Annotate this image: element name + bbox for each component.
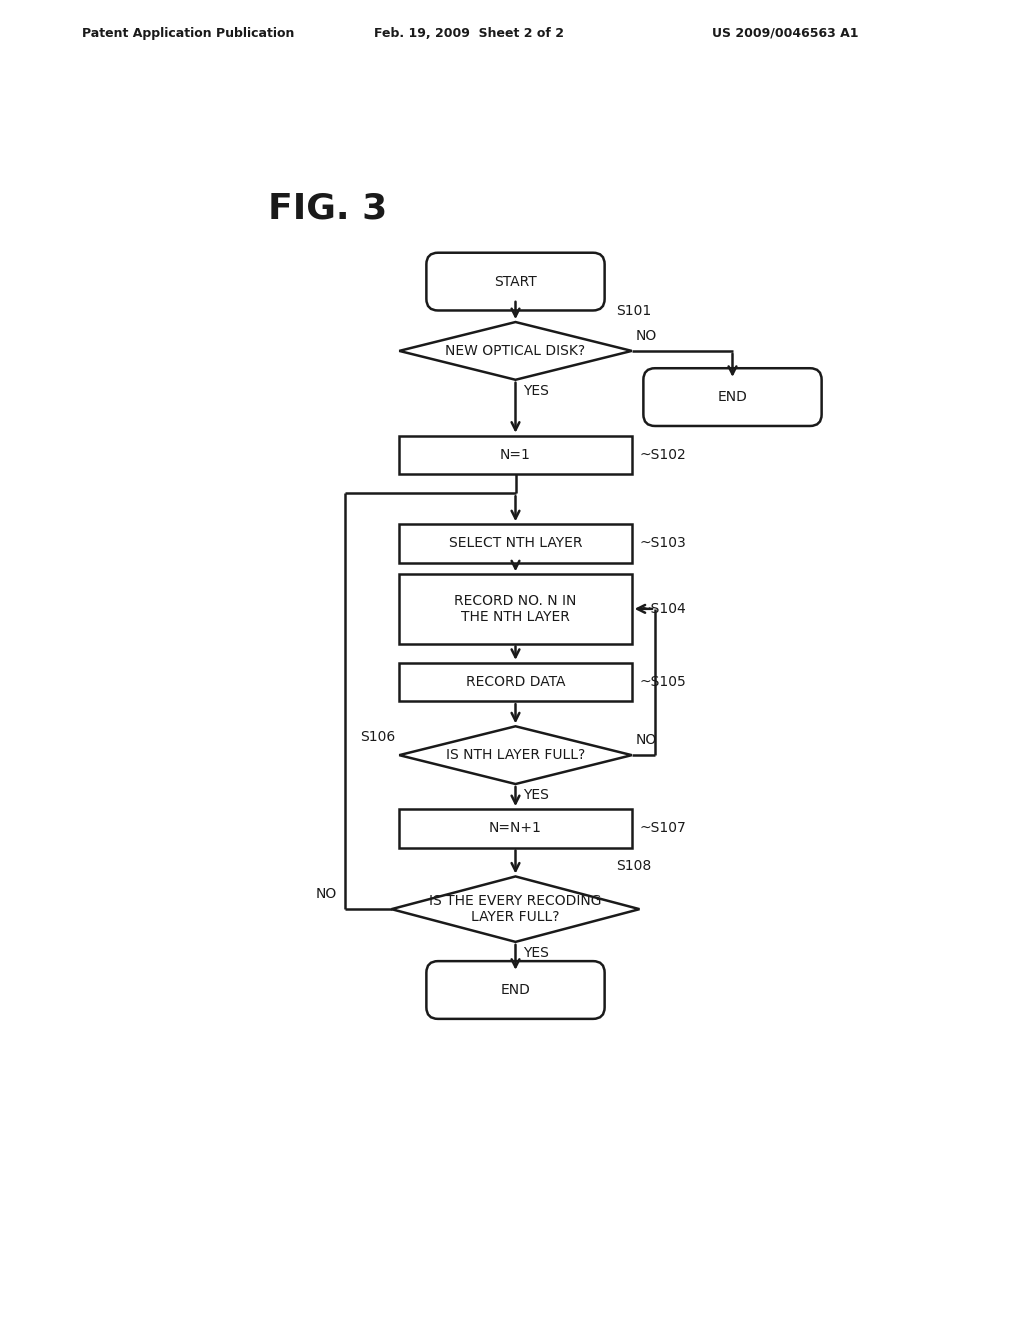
Text: S101: S101	[616, 304, 651, 318]
Polygon shape	[391, 876, 640, 942]
Text: N=1: N=1	[500, 447, 530, 462]
Text: S108: S108	[616, 858, 651, 873]
Text: FIG. 3: FIG. 3	[267, 191, 387, 226]
Text: RECORD DATA: RECORD DATA	[466, 675, 565, 689]
Text: ~S102: ~S102	[640, 447, 686, 462]
Text: IS NTH LAYER FULL?: IS NTH LAYER FULL?	[445, 748, 585, 762]
Text: ~S104: ~S104	[640, 602, 686, 616]
Text: ~S107: ~S107	[640, 821, 686, 836]
Polygon shape	[399, 322, 632, 380]
Bar	[399, 663, 632, 701]
Text: Patent Application Publication: Patent Application Publication	[82, 26, 294, 40]
FancyBboxPatch shape	[426, 252, 604, 310]
Text: NO: NO	[316, 887, 337, 902]
FancyBboxPatch shape	[426, 961, 604, 1019]
Bar	[399, 436, 632, 474]
Text: YES: YES	[523, 788, 549, 801]
Text: S106: S106	[360, 730, 395, 744]
FancyBboxPatch shape	[643, 368, 821, 426]
Text: YES: YES	[523, 945, 549, 960]
Text: END: END	[718, 391, 748, 404]
Text: N=N+1: N=N+1	[489, 821, 542, 836]
Text: ~S103: ~S103	[640, 536, 686, 550]
Text: NEW OPTICAL DISK?: NEW OPTICAL DISK?	[445, 345, 586, 358]
Text: NO: NO	[636, 734, 656, 747]
Text: US 2009/0046563 A1: US 2009/0046563 A1	[712, 26, 858, 40]
Text: IS THE EVERY RECODING
LAYER FULL?: IS THE EVERY RECODING LAYER FULL?	[429, 894, 602, 924]
Text: END: END	[501, 983, 530, 997]
Polygon shape	[399, 726, 632, 784]
Text: START: START	[495, 275, 537, 289]
Bar	[399, 524, 632, 562]
Text: Feb. 19, 2009  Sheet 2 of 2: Feb. 19, 2009 Sheet 2 of 2	[374, 26, 564, 40]
Text: RECORD NO. N IN
THE NTH LAYER: RECORD NO. N IN THE NTH LAYER	[455, 594, 577, 624]
Bar	[399, 574, 632, 644]
Text: NO: NO	[636, 329, 656, 343]
Text: SELECT NTH LAYER: SELECT NTH LAYER	[449, 536, 583, 550]
Text: ~S105: ~S105	[640, 675, 686, 689]
Bar	[399, 809, 632, 847]
Text: YES: YES	[523, 384, 549, 397]
